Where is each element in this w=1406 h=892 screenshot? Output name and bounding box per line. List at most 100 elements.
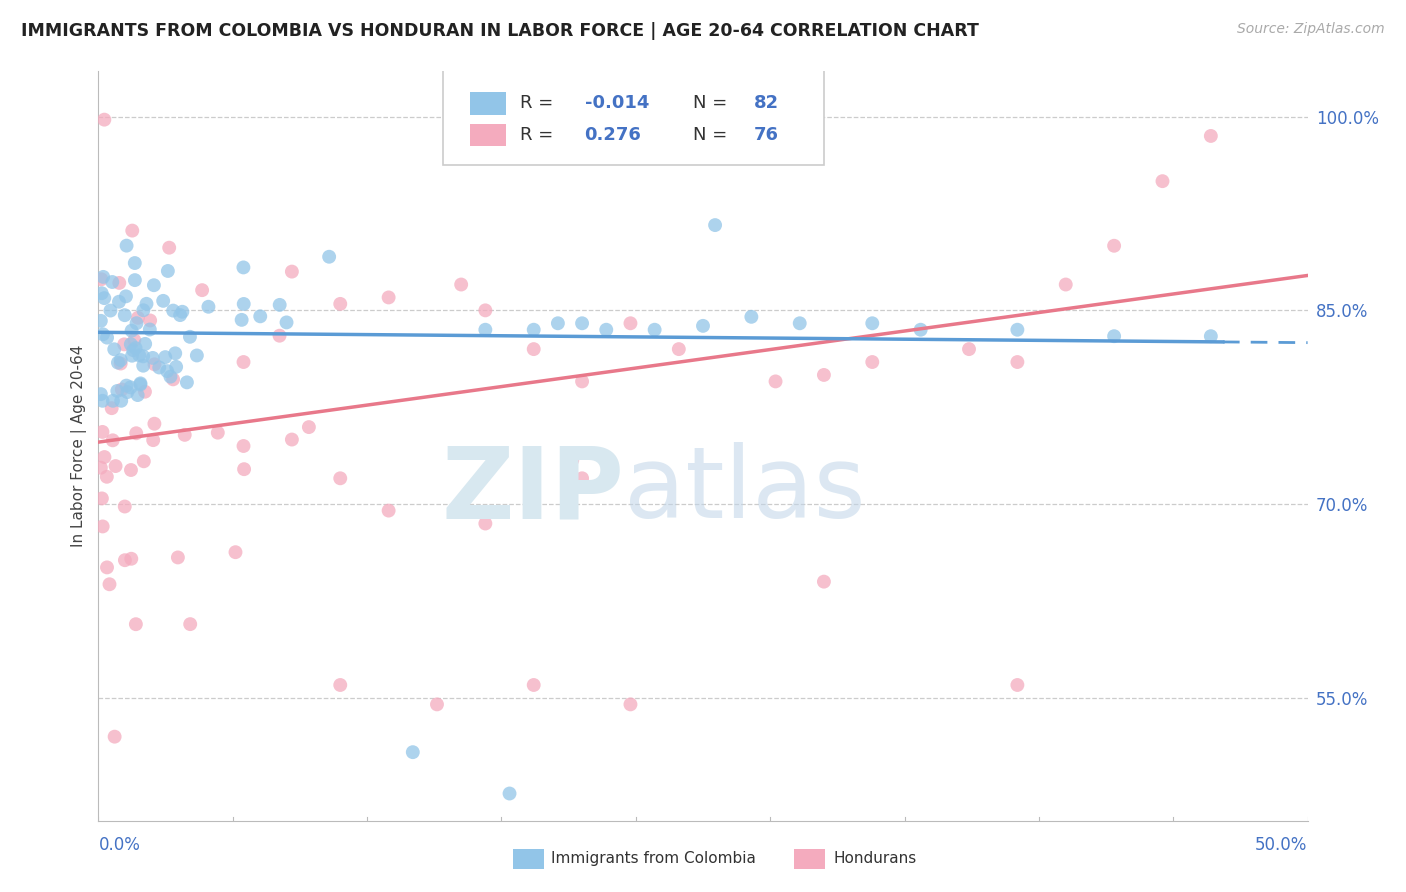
- Point: [474, 516, 496, 531]
- Point: [176, 376, 198, 390]
- Text: 82: 82: [754, 95, 779, 112]
- Point: [329, 471, 352, 485]
- Point: [96, 560, 118, 574]
- Point: [165, 346, 187, 360]
- Point: [93, 112, 115, 127]
- Point: [135, 297, 157, 311]
- Point: [112, 337, 135, 351]
- Text: ZIP: ZIP: [441, 442, 624, 540]
- Point: [105, 384, 128, 398]
- Point: [523, 342, 546, 356]
- Point: [90, 491, 112, 506]
- Text: R =: R =: [520, 95, 560, 112]
- Point: [120, 551, 142, 566]
- Point: [561, 453, 583, 467]
- Point: [813, 368, 835, 382]
- Point: [179, 617, 201, 632]
- Point: [132, 303, 155, 318]
- Point: [93, 450, 115, 464]
- Text: N =: N =: [693, 126, 734, 144]
- Point: [120, 337, 142, 351]
- Text: Source: ZipAtlas.com: Source: ZipAtlas.com: [1237, 22, 1385, 37]
- Point: [789, 316, 811, 330]
- Point: [1007, 678, 1029, 692]
- Point: [1102, 329, 1125, 343]
- Text: N =: N =: [693, 95, 734, 112]
- Point: [224, 545, 246, 559]
- Point: [619, 698, 641, 712]
- Point: [121, 324, 143, 338]
- Point: [813, 574, 835, 589]
- Point: [249, 310, 271, 324]
- Point: [127, 310, 149, 325]
- Point: [232, 439, 254, 453]
- Point: [122, 343, 145, 358]
- Point: [111, 383, 134, 397]
- Point: [860, 316, 883, 330]
- Point: [98, 577, 121, 591]
- Point: [159, 369, 181, 384]
- Point: [232, 355, 254, 369]
- Point: [571, 316, 593, 330]
- Point: [197, 300, 219, 314]
- Point: [692, 318, 714, 333]
- Text: Immigrants from Colombia: Immigrants from Colombia: [551, 851, 756, 865]
- Point: [704, 218, 727, 232]
- Point: [450, 277, 472, 292]
- Point: [162, 303, 184, 318]
- Point: [114, 500, 136, 514]
- Point: [167, 550, 190, 565]
- Point: [276, 315, 298, 329]
- Point: [281, 433, 304, 447]
- Point: [191, 283, 214, 297]
- Point: [523, 323, 546, 337]
- Point: [125, 316, 148, 330]
- Point: [173, 428, 195, 442]
- Point: [426, 698, 449, 712]
- Point: [1152, 174, 1174, 188]
- Point: [329, 297, 352, 311]
- Point: [172, 305, 194, 319]
- Point: [162, 372, 184, 386]
- Text: 50.0%: 50.0%: [1256, 836, 1308, 855]
- Point: [91, 519, 114, 533]
- Point: [91, 269, 114, 284]
- Point: [110, 353, 132, 368]
- Point: [125, 617, 148, 632]
- Point: [329, 678, 352, 692]
- Point: [107, 356, 129, 370]
- Point: [1102, 239, 1125, 253]
- Point: [101, 393, 124, 408]
- Point: [298, 420, 321, 434]
- Point: [117, 385, 139, 400]
- Point: [134, 384, 156, 399]
- Point: [269, 298, 291, 312]
- Text: 0.276: 0.276: [585, 126, 641, 144]
- Point: [571, 471, 593, 485]
- Point: [142, 351, 165, 365]
- Point: [91, 425, 114, 439]
- Point: [115, 378, 138, 392]
- Point: [124, 333, 146, 347]
- Point: [96, 330, 118, 344]
- Point: [127, 388, 149, 402]
- Point: [169, 308, 191, 322]
- Point: [232, 297, 254, 311]
- Bar: [470, 124, 506, 146]
- Bar: [470, 92, 506, 114]
- Point: [233, 462, 256, 476]
- Point: [90, 387, 112, 401]
- Point: [90, 286, 112, 301]
- Point: [1007, 323, 1029, 337]
- Point: [124, 273, 146, 287]
- Point: [402, 745, 425, 759]
- Point: [157, 241, 180, 255]
- Point: [139, 313, 162, 327]
- Point: [142, 433, 165, 447]
- Point: [547, 316, 569, 330]
- Point: [281, 264, 304, 278]
- Point: [156, 364, 179, 378]
- Text: Hondurans: Hondurans: [834, 851, 917, 865]
- Y-axis label: In Labor Force | Age 20-64: In Labor Force | Age 20-64: [72, 345, 87, 547]
- Point: [740, 310, 762, 324]
